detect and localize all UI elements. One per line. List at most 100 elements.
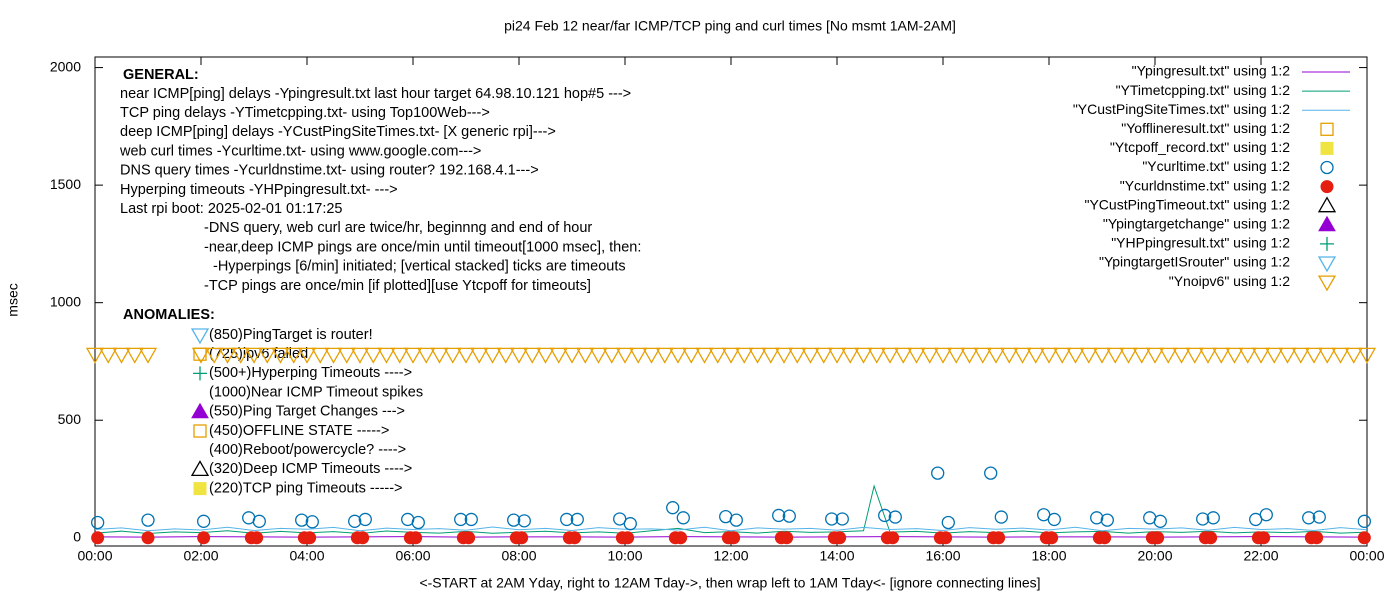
data-point — [348, 514, 362, 528]
data-point — [496, 347, 515, 364]
data-point — [721, 347, 741, 364]
annotation-icon — [191, 402, 209, 419]
data-point — [99, 347, 118, 364]
annotation: (320)Deep ICMP Timeouts ----> — [209, 461, 412, 477]
data-point — [364, 347, 383, 364]
annotation: (400)Reboot/powercycle? ----> — [209, 442, 406, 458]
annotation-icon — [193, 482, 207, 496]
data-point — [788, 347, 807, 364]
data-point — [1357, 347, 1377, 364]
data-point — [417, 347, 436, 364]
data-point — [886, 531, 900, 545]
legend-label: "Ytcpoff_record.txt" using 1:2 — [1110, 139, 1290, 155]
data-point — [1225, 347, 1244, 364]
series-line — [94, 526, 1368, 532]
legend-swatch — [1318, 215, 1336, 232]
data-point — [271, 347, 290, 364]
annotation-header: GENERAL: — [123, 67, 199, 83]
data-point — [1257, 531, 1271, 545]
data-point — [907, 347, 926, 364]
data-point — [1302, 511, 1316, 525]
data-point — [562, 347, 582, 364]
annotation: (1000)Near ICMP Timeout spikes — [209, 384, 423, 400]
x-tick-label: 10:00 — [607, 548, 642, 564]
data-point — [1145, 347, 1165, 364]
data-point — [833, 531, 847, 545]
data-point — [576, 347, 595, 364]
data-point — [992, 531, 1006, 545]
data-point — [1357, 514, 1371, 528]
data-point — [1000, 347, 1019, 364]
data-point — [931, 466, 945, 480]
annotation-icon — [193, 366, 207, 381]
chart-title: pi24 Feb 12 near/far ICMP/TCP ping and c… — [504, 18, 956, 34]
annotation: TCP ping delays -YTimetcpping.txt- using… — [120, 105, 490, 121]
data-point — [780, 531, 794, 545]
y-tick-label: 1000 — [50, 293, 81, 309]
data-point — [1066, 347, 1085, 364]
annotation: near ICMP[ping] delays -Ypingresult.txt … — [120, 86, 631, 102]
data-point — [196, 514, 211, 528]
data-point — [409, 531, 423, 545]
annotation: (500+)Hyperping Timeouts ----> — [209, 365, 412, 381]
legend-label: "YHPpingresult.txt" using 1:2 — [1111, 235, 1290, 251]
data-point — [1204, 531, 1218, 545]
data-point — [939, 531, 953, 545]
data-point — [1026, 347, 1045, 364]
data-point — [1079, 347, 1098, 364]
data-point — [141, 531, 155, 545]
legend-label: "Ypingtargetchange" using 1:2 — [1103, 216, 1290, 232]
data-point — [1159, 347, 1178, 364]
x-tick-label: 16:00 — [925, 548, 960, 564]
data-point — [284, 347, 303, 364]
data-point — [517, 514, 531, 528]
legend-label: "YCustPingTimeout.txt" using 1:2 — [1084, 196, 1290, 212]
y-axis-label: msec — [5, 283, 21, 316]
data-point — [623, 517, 637, 531]
data-point — [973, 347, 992, 364]
legend-swatch — [1317, 196, 1337, 213]
annotation: web curl times -Ycurltime.txt- using www… — [119, 143, 481, 159]
data-point — [138, 347, 158, 364]
x-tick-label: 22:00 — [1243, 548, 1278, 564]
data-point — [1153, 514, 1167, 528]
data-point — [350, 347, 370, 364]
legend-label: "Ycurltime.txt" using 1:2 — [1142, 158, 1290, 174]
data-point — [1119, 347, 1138, 364]
data-point — [1151, 531, 1165, 545]
data-point — [727, 531, 741, 545]
data-point — [1304, 347, 1324, 364]
annotation: -near,deep ICMP pings are once/min until… — [204, 239, 641, 255]
data-point — [674, 531, 688, 545]
data-point — [801, 347, 820, 364]
data-point — [1106, 347, 1125, 364]
legend-label: "YpingtargetISrouter" using 1:2 — [1099, 254, 1290, 270]
data-point — [358, 512, 372, 527]
x-tick-label: 18:00 — [1031, 548, 1066, 564]
legend-label: "YCustPingSiteTimes.txt" using 1:2 — [1073, 101, 1290, 117]
data-point — [377, 347, 396, 364]
legend-label: "Ynoipv6" using 1:2 — [1169, 273, 1290, 289]
data-point — [454, 512, 468, 527]
data-point — [507, 513, 521, 527]
data-point — [252, 514, 266, 528]
data-point — [356, 531, 370, 545]
data-point — [814, 347, 833, 364]
data-point — [337, 347, 356, 364]
data-point — [774, 347, 794, 364]
data-point — [1047, 512, 1061, 527]
data-point — [1013, 347, 1032, 364]
data-point — [782, 509, 796, 523]
data-point — [615, 347, 635, 364]
data-point — [1185, 347, 1204, 364]
data-point — [1312, 510, 1326, 524]
data-point — [470, 347, 489, 364]
data-point — [250, 531, 264, 545]
legend-swatch — [1320, 180, 1334, 194]
x-tick-label: 20:00 — [1137, 548, 1172, 564]
data-point — [772, 508, 786, 523]
data-point — [1172, 347, 1191, 364]
data-point — [1132, 347, 1151, 364]
data-point — [676, 511, 690, 525]
data-point — [443, 347, 462, 364]
